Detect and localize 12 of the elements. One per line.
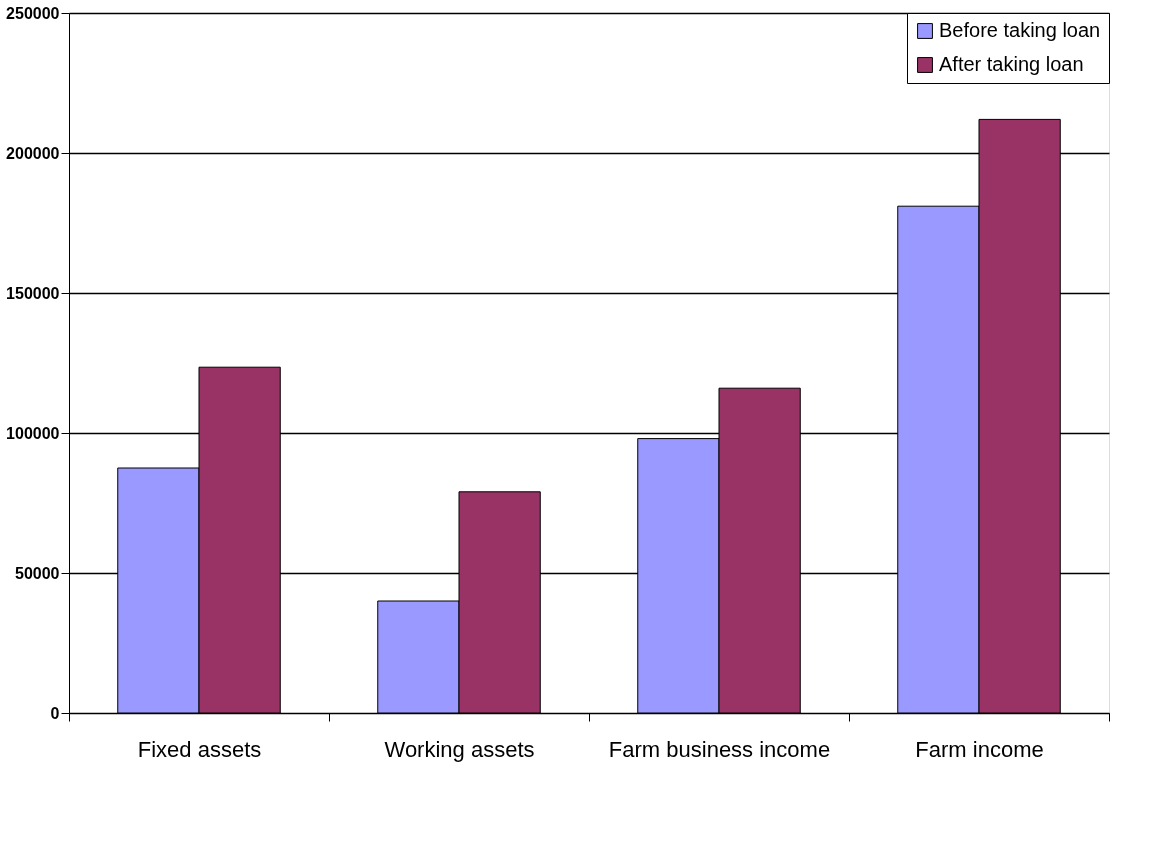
y-tick-label: 200000 <box>6 144 60 162</box>
y-tick-label: 100000 <box>6 424 60 442</box>
x-tick-label: Working assets <box>384 736 535 762</box>
x-tick-label: Farm business income <box>608 736 831 762</box>
y-tick-label: 150000 <box>6 284 60 302</box>
y-tick-label: 50000 <box>15 564 60 582</box>
x-tick-label: Farm income <box>915 736 1044 762</box>
legend-label: After taking loan <box>939 53 1084 75</box>
y-tick-label: 0 <box>50 704 60 722</box>
legend-label: Before taking loan <box>939 19 1101 41</box>
x-tick-label: Fixed assets <box>137 736 262 762</box>
y-tick-label: 250000 <box>6 4 60 22</box>
